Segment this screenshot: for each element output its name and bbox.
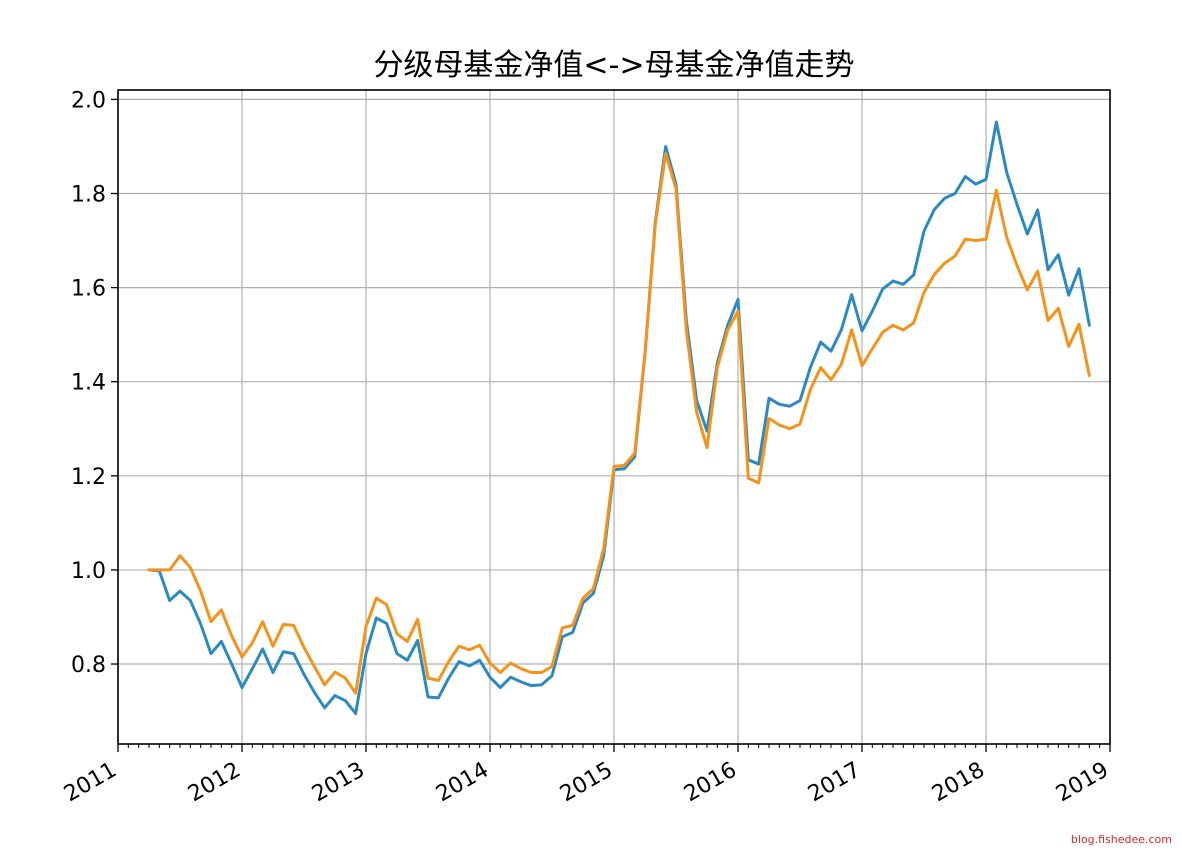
chart-title: 分级母基金净值<->母基金净值走势	[373, 48, 854, 83]
y-tick-label: 2.0	[71, 88, 106, 113]
series-lines	[147, 120, 1091, 715]
watermark-text: blog.fishedee.com	[1070, 833, 1172, 846]
grid-lines	[117, 90, 1111, 744]
y-tick-label: 1.8	[71, 183, 106, 208]
series-line-1	[147, 120, 1091, 715]
y-tick-label: 1.0	[71, 559, 106, 584]
y-tick-label: 1.4	[71, 371, 106, 396]
y-tick-label: 0.8	[71, 653, 106, 678]
series-line-2	[147, 152, 1091, 695]
y-tick-label: 1.6	[71, 277, 106, 302]
y-tick-label: 1.2	[71, 465, 106, 490]
